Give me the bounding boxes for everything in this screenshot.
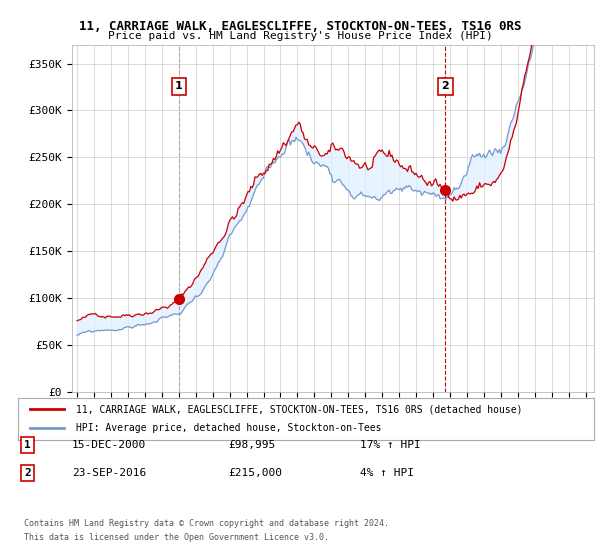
Text: £215,000: £215,000 xyxy=(228,468,282,478)
Text: 11, CARRIAGE WALK, EAGLESCLIFFE, STOCKTON-ON-TEES, TS16 0RS: 11, CARRIAGE WALK, EAGLESCLIFFE, STOCKTO… xyxy=(79,20,521,32)
Text: 4% ↑ HPI: 4% ↑ HPI xyxy=(360,468,414,478)
Text: This data is licensed under the Open Government Licence v3.0.: This data is licensed under the Open Gov… xyxy=(24,533,329,542)
Text: 11, CARRIAGE WALK, EAGLESCLIFFE, STOCKTON-ON-TEES, TS16 0RS (detached house): 11, CARRIAGE WALK, EAGLESCLIFFE, STOCKTO… xyxy=(76,404,522,414)
Text: HPI: Average price, detached house, Stockton-on-Tees: HPI: Average price, detached house, Stoc… xyxy=(76,423,381,433)
Text: 2: 2 xyxy=(24,468,31,478)
Text: 1: 1 xyxy=(175,81,182,91)
Text: Price paid vs. HM Land Registry's House Price Index (HPI): Price paid vs. HM Land Registry's House … xyxy=(107,31,493,41)
Text: 17% ↑ HPI: 17% ↑ HPI xyxy=(360,440,421,450)
Text: Contains HM Land Registry data © Crown copyright and database right 2024.: Contains HM Land Registry data © Crown c… xyxy=(24,519,389,528)
Text: 1: 1 xyxy=(24,440,31,450)
Text: 23-SEP-2016: 23-SEP-2016 xyxy=(72,468,146,478)
Text: £98,995: £98,995 xyxy=(228,440,275,450)
Text: 15-DEC-2000: 15-DEC-2000 xyxy=(72,440,146,450)
Text: 2: 2 xyxy=(442,81,449,91)
